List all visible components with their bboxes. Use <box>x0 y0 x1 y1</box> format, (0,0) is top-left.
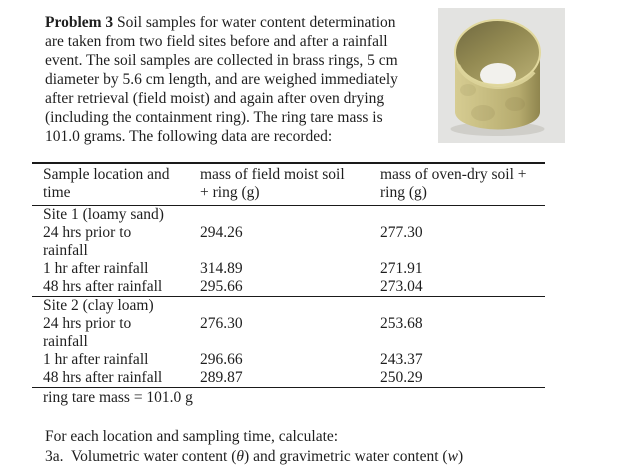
paragraph-line: 101.0 grams. The following data are reco… <box>45 128 333 145</box>
sample-time-cell: 24 hrs prior to rainfall <box>43 224 132 259</box>
sample-time-cell: 48 hrs after rainfall <box>32 369 200 388</box>
column-header-sample-location: Sample location and time <box>32 163 200 206</box>
site-label: Site 1 (loamy sand) <box>43 206 164 223</box>
sample-time-cell: 1 hr after rainfall <box>43 351 149 368</box>
oven-dry-mass-cell: 253.68 <box>380 315 423 332</box>
field-moist-mass-cell: 276.30 <box>200 315 243 332</box>
problem-label: Problem 3 <box>45 14 114 31</box>
header-row: Sample location and time mass of field m… <box>32 163 545 206</box>
field-moist-mass-cell: 295.66 <box>200 278 380 297</box>
column-header-oven-dry-mass: mass of oven-dry soil + ring (g) <box>380 163 545 206</box>
field-moist-mass-cell: 314.89 <box>200 260 243 277</box>
ring-front-rim-highlight <box>456 64 536 89</box>
site-header-row: Site 1 (loamy sand) <box>32 206 545 225</box>
paragraph-line: (including the containment ring). The ri… <box>45 109 383 126</box>
task-3a-text: ) and gravimetric water content ( <box>244 447 448 465</box>
oven-dry-mass-cell: 271.91 <box>380 260 423 277</box>
table-row: 48 hrs after rainfall 289.87 250.29 <box>32 369 545 388</box>
oven-dry-mass-cell: 273.04 <box>380 278 545 297</box>
task-3a-text: 3a. Volumetric water content ( <box>45 447 237 465</box>
paragraph-line: are taken from two field sites before an… <box>45 33 388 50</box>
table-row: 24 hrs prior to rainfall 294.26 277.30 <box>32 224 545 260</box>
task-3a-text: ) <box>457 447 464 465</box>
w-symbol: w <box>447 447 458 465</box>
ring-mottle <box>460 84 476 96</box>
paragraph-line: diameter by 5.6 cm length, and are weigh… <box>45 71 398 88</box>
task-3a: 3a. Volumetric water content (θ) and gra… <box>45 447 463 467</box>
oven-dry-mass-cell: 243.37 <box>380 351 423 368</box>
theta-symbol: θ <box>236 447 245 465</box>
site-header-row: Site 2 (clay loam) <box>32 297 545 316</box>
table-row: 1 hr after rainfall 296.66 243.37 <box>32 351 545 369</box>
brass-ring-image <box>438 8 565 143</box>
paragraph-line: after retrieval (field moist) and again … <box>45 90 385 107</box>
sample-time-cell: 1 hr after rainfall <box>43 260 149 277</box>
ring-hole <box>480 63 516 87</box>
site-label: Site 2 (clay loam) <box>43 297 154 314</box>
table-row: 1 hr after rainfall 314.89 271.91 <box>32 260 545 278</box>
ring-mottle <box>505 97 525 111</box>
tasks-intro: For each location and sampling time, cal… <box>45 428 339 445</box>
column-header-field-moist-mass: mass of field moist soil + ring (g) <box>200 163 380 206</box>
tasks-block: For each location and sampling time, cal… <box>45 427 463 466</box>
ring-tare-note: ring tare mass = 101.0 g <box>43 389 193 406</box>
table-row: 48 hrs after rainfall 295.66 273.04 <box>32 278 545 297</box>
ring-mottle <box>471 105 495 121</box>
field-moist-mass-cell: 289.87 <box>200 369 380 388</box>
ring-opening <box>455 20 540 85</box>
paragraph-line-text: Soil samples for water content determina… <box>113 14 396 31</box>
field-moist-mass-cell: 294.26 <box>200 224 243 241</box>
table-row: 24 hrs prior to rainfall 276.30 253.68 <box>32 315 545 351</box>
field-moist-mass-cell: 296.66 <box>200 351 243 368</box>
paragraph-line: event. The soil samples are collected in… <box>45 52 398 69</box>
soil-data-table: Sample location and time mass of field m… <box>32 162 545 388</box>
oven-dry-mass-cell: 250.29 <box>380 369 545 388</box>
sample-time-cell: 24 hrs prior to rainfall <box>43 315 132 350</box>
problem-paragraph: Problem 3 Soil samples for water content… <box>45 13 398 146</box>
brass-ring-photo <box>438 8 565 143</box>
oven-dry-mass-cell: 277.30 <box>380 224 423 241</box>
paragraph-line: Problem 3 Soil samples for water content… <box>45 13 398 32</box>
sample-time-cell: 48 hrs after rainfall <box>32 278 200 297</box>
